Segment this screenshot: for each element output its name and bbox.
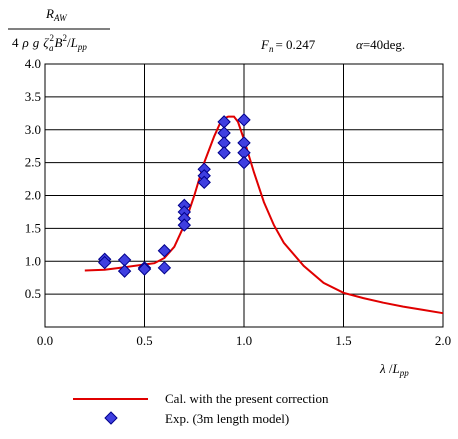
data-point-experiment (237, 155, 251, 170)
y-tick-label: 0.5 (25, 286, 41, 301)
svg-text:α=40deg.: α=40deg. (356, 37, 405, 52)
alpha-symbol: α (356, 37, 364, 52)
froude-symbol: F (260, 37, 270, 52)
y-title-r: R (45, 6, 54, 21)
y-title-b: B (55, 35, 63, 50)
x-tick-label: 2.0 (435, 333, 451, 348)
x-tick-label: 0.0 (37, 333, 53, 348)
data-point-experiment (117, 264, 132, 278)
y-tick-label: 3.5 (25, 89, 41, 104)
legend-marker-swatch (104, 411, 118, 425)
data-point-experiment (137, 262, 152, 276)
y-title-zeta: ζ (43, 35, 49, 50)
x-title-l: L (392, 361, 400, 376)
data-point-experiment (237, 113, 251, 127)
x-axis-title: λ /Lpp (379, 361, 409, 378)
data-point-experiment (197, 175, 211, 190)
legend: Cal. with the present correction Exp. (3… (73, 391, 329, 426)
x-title-lambda: λ (379, 361, 386, 376)
y-tick-label: 1.5 (25, 220, 41, 235)
y-tick-label: 3.0 (25, 122, 41, 137)
data-point-experiment (157, 261, 172, 275)
y-title-l: L (70, 35, 78, 50)
x-title-slash: / (386, 361, 393, 376)
y-title-slash: / (67, 35, 71, 50)
chart-parameters: Fn = 0.247 α=40deg. (260, 37, 405, 54)
data-point-experiment (97, 255, 112, 270)
legend-marker-label: Exp. (3m length model) (165, 411, 289, 426)
y-tick-label: 2.5 (25, 155, 41, 170)
y-tick-label: 4.0 (25, 56, 41, 71)
x-title-l-sub: pp (399, 368, 410, 378)
data-point-experiment (217, 146, 231, 160)
y-title-four: 4 (12, 35, 19, 50)
data-point-experiment (117, 253, 132, 267)
plot-area: 0.0 0.5 1.0 1.5 2.0 0.5 1.0 1.5 2.0 2.5 3.0 3.5 4.0 (25, 56, 451, 348)
data-point-experiment (177, 218, 192, 232)
alpha-value: =40deg. (363, 37, 405, 52)
series-line-calculated (84, 115, 444, 315)
data-point-experiment (157, 244, 172, 258)
y-title-b-sup: 2 (62, 33, 67, 43)
x-tick-label: 1.5 (335, 333, 351, 348)
y-title-zeta-sup: 2 (50, 33, 55, 43)
x-tick-label: 1.0 (236, 333, 252, 348)
svg-text:RAW: RAW (45, 6, 68, 23)
y-title-l-sub: pp (77, 42, 88, 52)
froude-sub: n (269, 44, 274, 54)
y-title-g: g (33, 35, 40, 50)
y-axis-title: RAW 4 ρ g ζ2 aB2/Lpp (8, 6, 110, 53)
y-tick-label: 1.0 (25, 253, 41, 268)
plot-frame (44, 63, 444, 328)
y-tick-label: 2.0 (25, 188, 41, 203)
y-title-rho: ρ (22, 35, 29, 50)
froude-value: = 0.247 (275, 37, 315, 52)
svg-text:Fn= 0.247: Fn = 0.247 (260, 37, 316, 54)
x-tick-label: 0.5 (136, 333, 152, 348)
y-title-zeta-sub: a (49, 43, 54, 53)
y-title-r-sub: AW (53, 13, 68, 23)
legend-line-label: Cal. with the present correction (165, 391, 329, 406)
